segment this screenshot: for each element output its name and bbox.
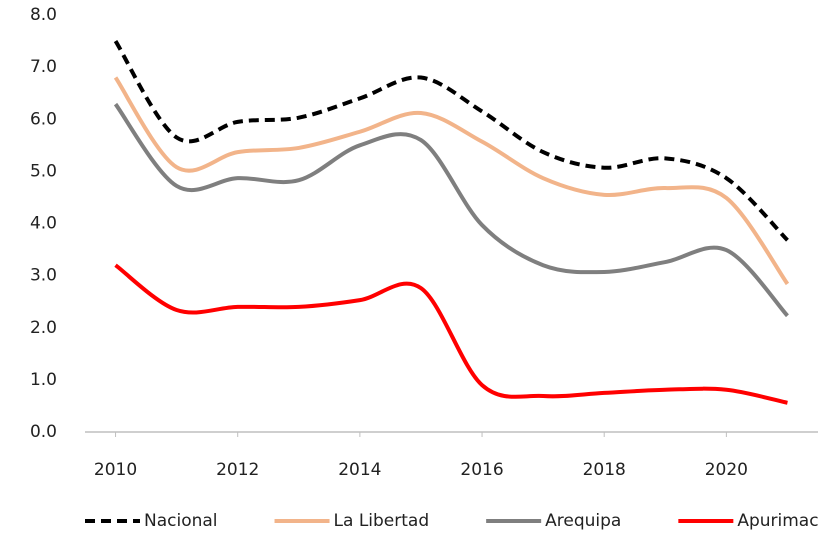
x-tick-label: 2012 [216, 460, 259, 480]
series-line [113, 76, 790, 286]
y-tick-label: 5.0 [30, 161, 57, 181]
series-line [114, 263, 788, 405]
x-tick-label: 2014 [338, 460, 381, 480]
series-line [113, 102, 789, 318]
x-tick-label: 2018 [583, 460, 626, 480]
x-tick-label: 2010 [94, 460, 137, 480]
y-tick-label: 4.0 [30, 214, 57, 234]
y-tick-label: 0.0 [30, 422, 57, 442]
y-tick-label: 1.0 [30, 370, 57, 390]
legend-label: Nacional [144, 511, 218, 531]
y-tick-label: 2.0 [30, 318, 57, 338]
y-tick-label: 8.0 [30, 5, 57, 25]
x-tick-label: 2016 [460, 460, 503, 480]
legend-label: Apurimac [737, 511, 818, 531]
legend-label: La Libertad [334, 511, 430, 531]
series-line [113, 39, 789, 242]
x-tick-label: 2020 [705, 460, 748, 480]
legend-label: Arequipa [545, 511, 621, 531]
y-tick-label: 6.0 [30, 109, 57, 129]
y-tick-label: 7.0 [30, 57, 57, 77]
y-tick-label: 3.0 [30, 266, 57, 286]
